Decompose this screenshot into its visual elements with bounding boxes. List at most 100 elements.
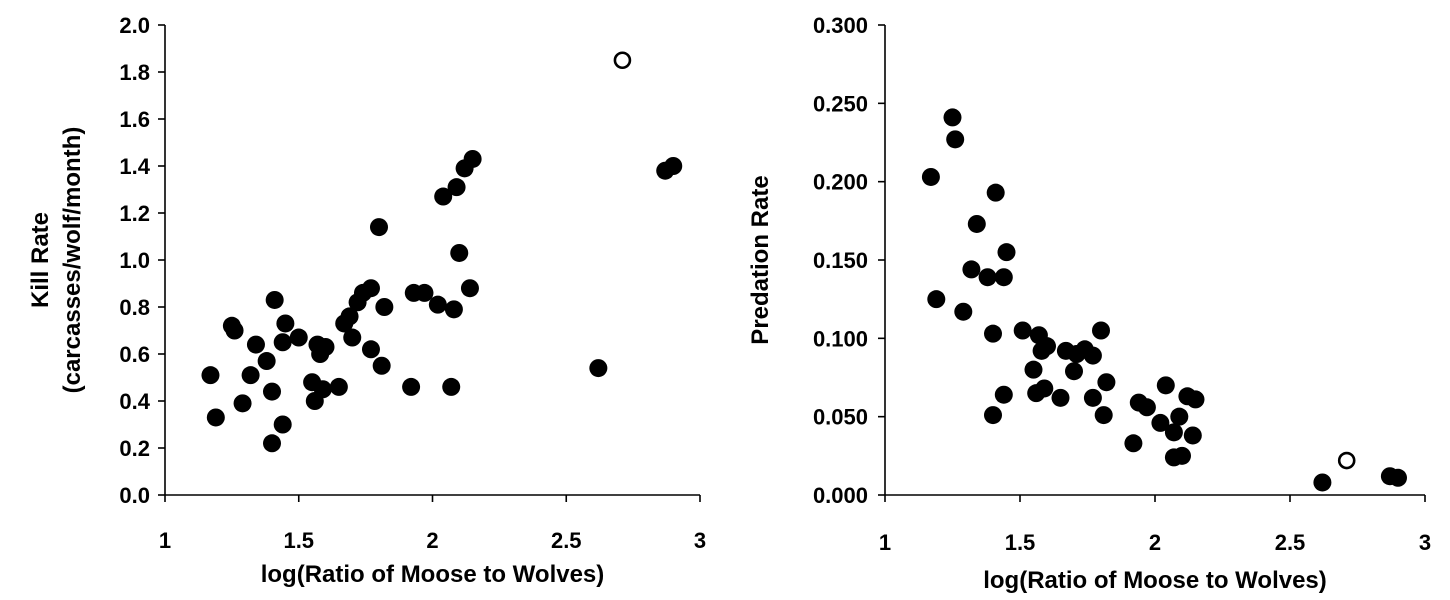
data-point	[946, 130, 965, 149]
x-axis-title: log(Ratio of Moose to Wolves)	[261, 561, 605, 588]
data-point	[444, 300, 463, 319]
data-point	[241, 366, 260, 385]
data-point	[375, 298, 394, 316]
data-point	[273, 333, 292, 352]
y-axis-title: Kill Rate	[27, 212, 54, 308]
data-point	[263, 434, 281, 453]
y-axis-title: Predation Rate	[747, 175, 774, 344]
data-point	[1156, 376, 1175, 395]
data-point	[246, 335, 265, 354]
predation-rate-panel: 0.000 0.050 0.100 0.150 0.200 0.250 0.300 1 1.5 2…	[747, 13, 1431, 594]
data-point	[984, 406, 1002, 425]
y-tick-label: 0.0	[119, 483, 150, 508]
data-point	[921, 167, 940, 186]
y-tick-label: 2.0	[119, 13, 150, 38]
data-point	[984, 324, 1002, 343]
data-point	[289, 328, 308, 347]
data-point	[263, 382, 281, 401]
data-point	[997, 243, 1016, 262]
data-point	[1013, 321, 1032, 340]
data-point	[1035, 379, 1054, 398]
x-axis-title: log(Ratio of Moose to Wolves)	[983, 567, 1327, 594]
y-tick-label: 0.000	[813, 483, 868, 508]
data-point	[1173, 446, 1191, 465]
data-point	[967, 214, 986, 233]
data-point	[313, 380, 332, 399]
x-tick-label: 1	[879, 530, 891, 555]
data-point	[370, 218, 388, 237]
data-point	[1137, 398, 1156, 417]
data-point	[1024, 360, 1043, 379]
data-point	[428, 295, 447, 314]
data-point	[954, 302, 973, 321]
y-tick-label: 1.4	[119, 154, 150, 179]
data-point	[201, 366, 220, 385]
data-point	[986, 183, 1005, 202]
data-point	[994, 268, 1013, 287]
data-point	[1389, 468, 1407, 487]
y-tick-label: 0.050	[813, 405, 868, 430]
data-point	[206, 408, 225, 427]
kill-rate-panel: 0.0 0.2 0.4 0.6 0.8 1.0 1.2 1.4 1.6 1.8 2.0 1 1.5 2 2.…	[27, 13, 706, 588]
y-tick-label: 0.300	[813, 13, 868, 38]
data-point	[1170, 407, 1189, 426]
data-point	[343, 328, 362, 347]
data-point	[372, 356, 391, 375]
x-tick-label: 2	[1149, 530, 1161, 555]
data-point	[273, 415, 292, 434]
data-point	[1065, 362, 1083, 381]
y-tick-label: 0.2	[119, 436, 150, 461]
x-tick-label: 2	[426, 528, 438, 553]
y-tick-label: 0.100	[813, 326, 868, 351]
data-point	[460, 279, 479, 298]
data-point	[1083, 346, 1102, 365]
y-axis-title: (carcasses/wolf/month)	[59, 127, 86, 394]
data-point	[1183, 426, 1202, 445]
y-tick-label: 1.8	[119, 60, 150, 85]
data-point	[402, 377, 421, 396]
y-tick-label: 1.2	[119, 201, 150, 226]
data-point	[1097, 373, 1116, 392]
data-point	[1038, 337, 1056, 356]
data-point	[1083, 388, 1102, 407]
data-point	[1094, 406, 1113, 425]
data-point	[233, 394, 252, 413]
data-point	[361, 279, 380, 298]
x-tick-label: 1	[159, 528, 171, 553]
data-point	[1124, 434, 1143, 453]
data-point	[1313, 473, 1332, 492]
y-tick-label: 1.0	[119, 248, 150, 273]
y-tick-label: 0.150	[813, 248, 868, 273]
y-tick-label: 1.6	[119, 107, 150, 132]
data-point	[415, 283, 434, 302]
data-point	[434, 187, 453, 206]
data-point	[316, 337, 335, 356]
data-point	[225, 321, 244, 340]
data-point	[276, 314, 295, 333]
data-point	[340, 307, 359, 326]
data-point	[329, 377, 348, 396]
data-point	[1164, 423, 1183, 442]
data-point	[1151, 413, 1170, 432]
data-point	[1051, 388, 1070, 407]
data-point	[442, 377, 461, 396]
data-point	[265, 290, 284, 309]
data-point	[962, 260, 981, 279]
y-tick-label: 0.6	[119, 342, 150, 367]
data-point	[257, 352, 276, 371]
data-point	[978, 268, 997, 287]
x-tick-label: 1.5	[283, 528, 314, 553]
x-tick-label: 3	[1419, 530, 1431, 555]
data-point	[463, 149, 482, 168]
data-point	[1092, 321, 1110, 340]
y-tick-label: 0.200	[813, 170, 868, 195]
data-point	[1186, 390, 1205, 409]
y-tick-label: 0.8	[119, 295, 150, 320]
x-tick-label: 1.5	[1005, 530, 1036, 555]
data-point-open	[1337, 451, 1356, 470]
data-point	[447, 178, 466, 197]
x-tick-label: 3	[694, 528, 706, 553]
data-point	[361, 340, 380, 359]
